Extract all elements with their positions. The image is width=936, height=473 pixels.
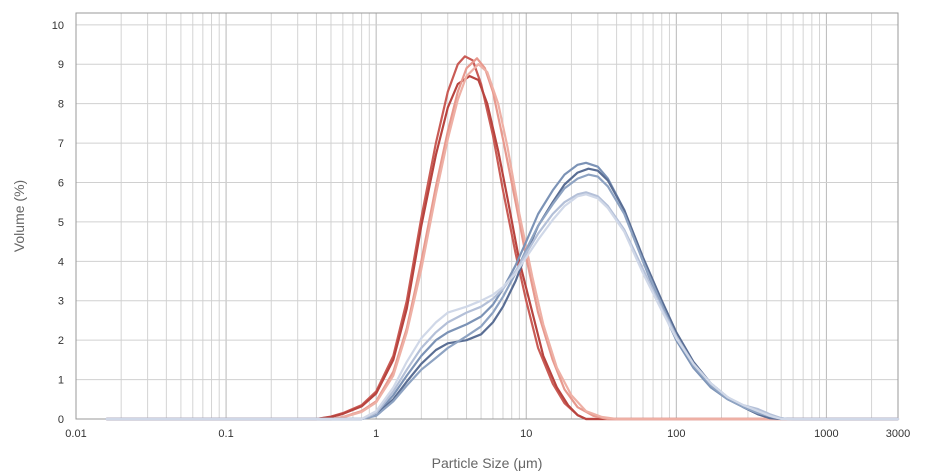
y-tick-label: 6 bbox=[58, 177, 64, 189]
x-tick-labels: 0.01 0.1 1 10 100 1000 3000 bbox=[65, 428, 910, 440]
x-axis-label: Particle Size (μm) bbox=[432, 455, 543, 471]
x-tick-label: 0.01 bbox=[65, 428, 86, 440]
x-tick-label: 0.1 bbox=[218, 428, 233, 440]
x-tick-label: 1 bbox=[373, 428, 379, 440]
y-axis-label: Volume (%) bbox=[11, 180, 27, 252]
plot-frame bbox=[75, 12, 899, 420]
y-tick-label: 2 bbox=[58, 335, 64, 347]
series-line-7 bbox=[105, 173, 900, 421]
grid bbox=[75, 13, 899, 420]
y-tick-labels: 0 1 2 3 4 5 6 7 8 9 10 bbox=[52, 20, 64, 426]
series-line-1 bbox=[105, 55, 900, 421]
series-group bbox=[105, 55, 900, 421]
x-tick-label: 100 bbox=[667, 428, 685, 440]
y-tick-label: 9 bbox=[58, 59, 64, 71]
series-line-6 bbox=[105, 167, 900, 421]
series-line-4 bbox=[105, 63, 900, 421]
x-tick-label: 10 bbox=[520, 428, 532, 440]
y-tick-label: 10 bbox=[52, 20, 64, 32]
y-tick-label: 1 bbox=[58, 375, 64, 387]
y-tick-label: 7 bbox=[58, 138, 64, 150]
x-tick-label: 3000 bbox=[886, 428, 910, 440]
series-line-9 bbox=[105, 193, 900, 421]
y-tick-label: 8 bbox=[58, 99, 64, 111]
y-tick-label: 3 bbox=[58, 296, 64, 308]
x-tick-label: 1000 bbox=[814, 428, 838, 440]
y-tick-label: 0 bbox=[58, 414, 64, 426]
y-tick-label: 5 bbox=[58, 217, 64, 229]
series-line-3 bbox=[105, 57, 900, 421]
y-tick-label: 4 bbox=[58, 256, 64, 268]
series-line-2 bbox=[105, 75, 900, 421]
